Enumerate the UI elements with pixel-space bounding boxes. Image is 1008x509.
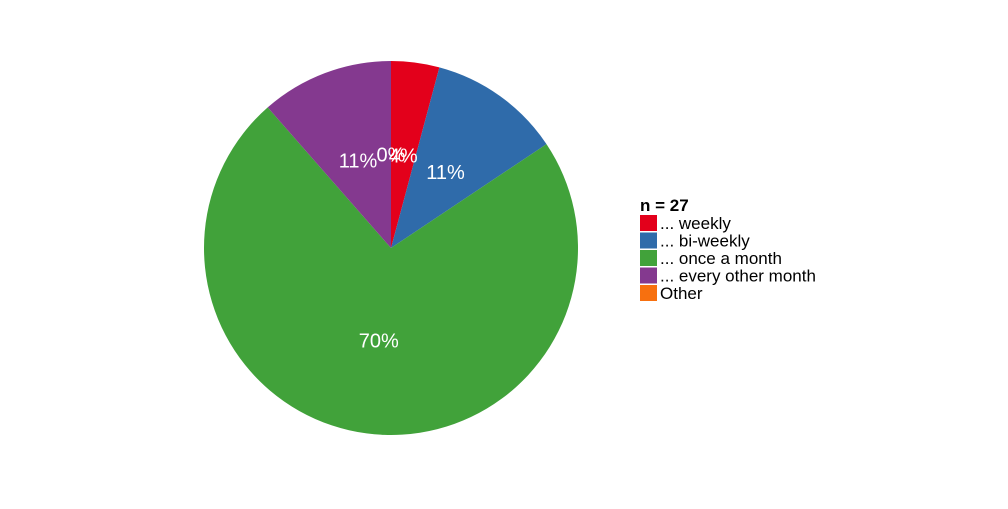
legend-key-0: [640, 215, 657, 231]
slice-label-0: 4%: [389, 145, 418, 167]
pie-slice-2: [203, 107, 578, 436]
slice-label-4: 0%: [377, 145, 406, 167]
pie-slice-0: [391, 61, 440, 248]
legend: n = 27 ... weekly... bi-weekly... once a…: [640, 196, 816, 303]
legend-title: n = 27: [640, 196, 689, 215]
pie-slice-1: [391, 67, 547, 248]
slice-label-2: 70%: [359, 331, 399, 353]
legend-label-3: ... every other month: [660, 267, 816, 286]
slice-label-1: 11%: [426, 162, 465, 184]
legend-key-4: [640, 285, 657, 301]
legend-label-2: ... once a month: [660, 249, 782, 268]
slice-labels-layer: 4%11%70%11% 0%: [339, 145, 465, 353]
slices-layer: [203, 61, 578, 436]
legend-label-4: Other: [660, 284, 703, 303]
legend-key-1: [640, 232, 657, 249]
slice-label-3: 11%: [339, 150, 378, 172]
legend-label-1: ... bi-weekly: [660, 232, 750, 251]
legend-key-2: [640, 250, 657, 266]
pie-slice-3: [267, 61, 391, 248]
legend-key-3: [640, 267, 657, 284]
legend-label-0: ... weekly: [660, 214, 731, 233]
